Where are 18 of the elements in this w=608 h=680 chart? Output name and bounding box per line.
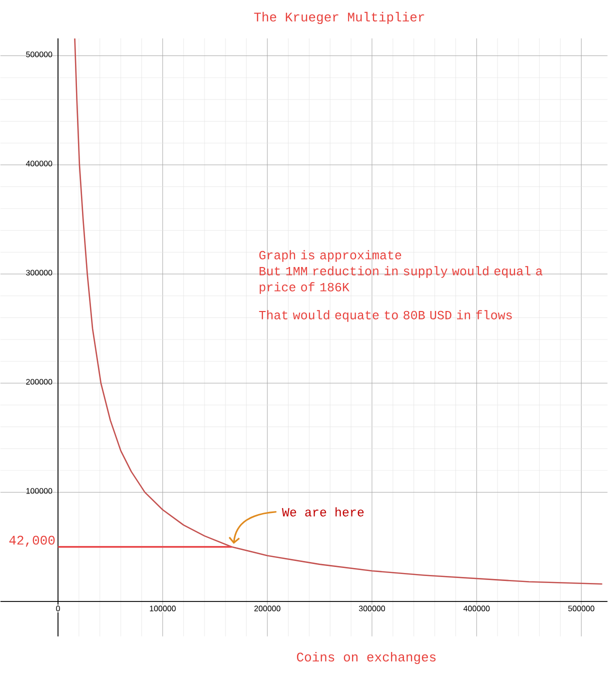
x-tick-label: 400000 [464,606,490,612]
y-tick-label: 400000 [26,160,52,166]
x-tick-label: 200000 [254,606,280,612]
y-tick-label: 300000 [26,270,52,276]
annotation: 42,000 [9,536,55,547]
x-tick-label: 300000 [358,606,386,612]
annotation: Graph is approximate [259,250,402,262]
annotation: But 1MM reduction in supply would equal a price of 186K [260,266,542,294]
y-tick-label: 100000 [26,488,52,494]
y-tick-label: 200000 [26,378,52,385]
annotation: That would equate to 80B USD in flows [259,310,512,322]
x-axis-title: Coins on exchanges [297,652,436,664]
annotation: We are here [282,507,364,516]
x-tick-label: 100000 [150,606,176,612]
y-tick-label: 500000 [26,52,52,58]
x-tick-label: 500000 [568,606,594,612]
x-tick-label: 0 [56,606,60,612]
chart-title: The Krueger Multiplier [254,12,424,24]
